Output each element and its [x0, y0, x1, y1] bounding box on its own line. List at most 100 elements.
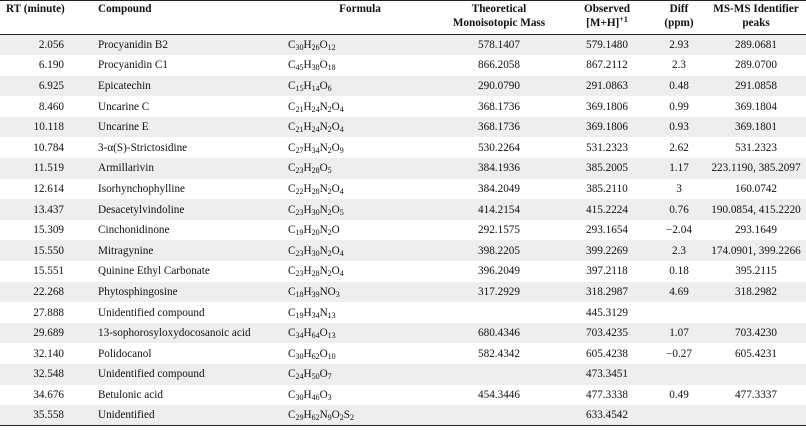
cell-diff	[652, 405, 706, 426]
table-row: 13.437 Desacetylvindoline C23H30N2O5 414.21…	[0, 199, 806, 220]
cell-formula: C23H28O5	[288, 162, 332, 176]
cell-observed: 385.2110	[586, 182, 628, 195]
cell-formula: C23H30N2O5	[288, 203, 344, 217]
cell-theoretical-mass	[436, 405, 562, 426]
cell-diff: 0.18	[669, 265, 689, 278]
cell-rt: 15.309	[33, 224, 64, 237]
cell-formula: C18H39NO3	[288, 285, 340, 299]
cell-formula: C21H24N2O4	[288, 100, 344, 114]
cell-diff: 2.3	[672, 244, 686, 257]
cell-formula: C19H34N13	[288, 306, 336, 320]
cell-observed: 579.1480	[586, 39, 628, 52]
cell-theoretical-mass: 368.1736	[478, 100, 520, 113]
cell-rt: 22.268	[33, 285, 64, 298]
cell-formula: C30H46O3	[288, 388, 332, 402]
header-obs-sup: +1	[619, 15, 628, 24]
table-body: 2.056 Procyanidin B2 C30H26O12 578.1407 579.…	[0, 34, 806, 426]
cell-theoretical-mass: 414.2154	[478, 203, 520, 216]
header-formula: Formula	[339, 3, 381, 15]
cell-msms-peaks: 395.2115	[735, 265, 777, 278]
table-row: 15.309 Cinchonidinone C19H20N2O 292.1575 293…	[0, 220, 806, 241]
cell-compound: Desacetylvindoline	[98, 203, 185, 216]
cell-formula: C19H20N2O	[288, 224, 340, 238]
cell-msms-peaks: 190.0854, 415.2220	[711, 203, 801, 216]
cell-rt: 6.190	[38, 59, 64, 72]
table-row: 10.118 Uncarine E C21H24N2O4 368.1736 369.18…	[0, 116, 806, 138]
cell-theoretical-mass: 384.1936	[478, 162, 520, 175]
table-row: 15.551 Quinine Ethyl Carbonate C23H28N2O4 3…	[0, 261, 806, 282]
cell-compound: Quinine Ethyl Carbonate	[98, 265, 210, 278]
cell-theoretical-mass: 866.2058	[478, 59, 520, 72]
table-row: 6.925 Epicatechin C15H14O6 290.0790 291.0863…	[0, 75, 806, 97]
cell-diff: −2.04	[666, 224, 692, 237]
cell-observed: 633.4542	[586, 409, 628, 422]
table-row: 32.548 Unidentified compound C24H50O7 473.3…	[0, 364, 806, 385]
cell-diff: 2.3	[672, 59, 686, 72]
cell-msms-peaks	[706, 302, 806, 323]
cell-observed: 703.4235	[586, 327, 628, 340]
cell-observed: 318.2987	[586, 285, 628, 298]
header-rt: RT (minute)	[6, 3, 65, 15]
cell-rt: 10.784	[33, 141, 64, 154]
cell-theoretical-mass: 454.3446	[478, 388, 520, 401]
table-row: 15.550 Mitragynine C23H30N2O4 398.2205 399.2…	[0, 240, 806, 262]
cell-compound: Armillarivin	[98, 162, 154, 175]
cell-theoretical-mass: 292.1575	[478, 224, 520, 237]
cell-msms-peaks: 223.1190, 385.2097	[711, 162, 801, 175]
cell-msms-peaks: 531.2323	[735, 141, 777, 154]
cell-diff: 1.07	[669, 327, 689, 340]
cell-diff: 0.93	[669, 121, 689, 134]
cell-compound: Cinchonidinone	[98, 224, 170, 237]
cell-diff: 2.93	[669, 39, 689, 52]
table-row: 12.614 Isorhynchophylline C22H28N2O4 384.20…	[0, 179, 806, 200]
cell-diff: 3	[676, 182, 682, 195]
header-mono-line1: Theoretical	[471, 3, 527, 15]
table-row: 11.519 Armillarivin C23H28O5 384.1936 385.20…	[0, 158, 806, 179]
cell-compound: Unidentified	[98, 409, 155, 422]
cell-observed: 385.2005	[586, 162, 628, 175]
table-row: 34.676 Betulonic acid C30H46O3 454.3446 477.…	[0, 385, 806, 406]
cell-msms-peaks	[706, 364, 806, 385]
cell-diff	[652, 302, 706, 323]
cell-theoretical-mass	[436, 302, 562, 323]
cell-diff: 0.99	[669, 100, 689, 113]
cell-msms-peaks: 160.0742	[735, 182, 777, 195]
cell-observed: 369.1806	[586, 121, 628, 134]
cell-formula: C27H34N2O9	[288, 141, 344, 155]
cell-theoretical-mass: 582.4342	[478, 347, 520, 360]
cell-diff: 0.49	[669, 388, 689, 401]
cell-observed: 415.2224	[586, 203, 628, 216]
cell-rt: 15.551	[33, 265, 64, 278]
cell-formula: C30H62O10	[288, 347, 336, 361]
table-row: 35.558 Unidentified C29H62N9O2S2 633.4542	[0, 405, 806, 426]
cell-compound: Epicatechin	[98, 79, 151, 92]
header-diff: Diff (ppm)	[664, 3, 694, 29]
table-row: 29.689 13-sophorosyloxydocosanoic acid C34…	[0, 322, 806, 344]
cell-msms-peaks	[706, 405, 806, 426]
header-theoretical-mass: Theoretical Monoisotopic Mass	[436, 1, 562, 35]
cell-rt: 10.118	[33, 121, 64, 134]
cell-observed: 477.3338	[586, 388, 628, 401]
table-header: RT (minute) Compound Formula Theoretical…	[0, 0, 806, 35]
cell-diff: 0.48	[669, 79, 689, 92]
header-obs-line1: Observed	[584, 3, 630, 15]
cell-msms-peaks: 369.1801	[735, 121, 777, 134]
cell-msms-peaks: 293.1649	[735, 224, 777, 237]
header-ms-line1: MS-MS Identifier	[713, 3, 799, 15]
cell-diff	[652, 364, 706, 385]
table-row: 8.460 Uncarine C C21H24N2O4 368.1736 369.180…	[0, 96, 806, 117]
cell-diff: 1.17	[669, 162, 689, 175]
cell-observed: 445.3129	[586, 306, 628, 319]
cell-observed: 399.2269	[586, 244, 628, 257]
cell-rt: 12.614	[33, 182, 64, 195]
cell-formula: C23H30N2O4	[288, 244, 344, 258]
cell-theoretical-mass: 398.2205	[478, 244, 520, 257]
header-msms: MS-MS Identifier peaks	[706, 1, 806, 35]
cell-formula: C24H50O7	[288, 368, 332, 382]
cell-formula: C29H62N9O2S2	[288, 409, 354, 423]
header-observed: Observed [M+H]+1	[562, 1, 652, 35]
cell-theoretical-mass	[436, 364, 562, 385]
cell-formula: C45H38O18	[288, 59, 336, 73]
